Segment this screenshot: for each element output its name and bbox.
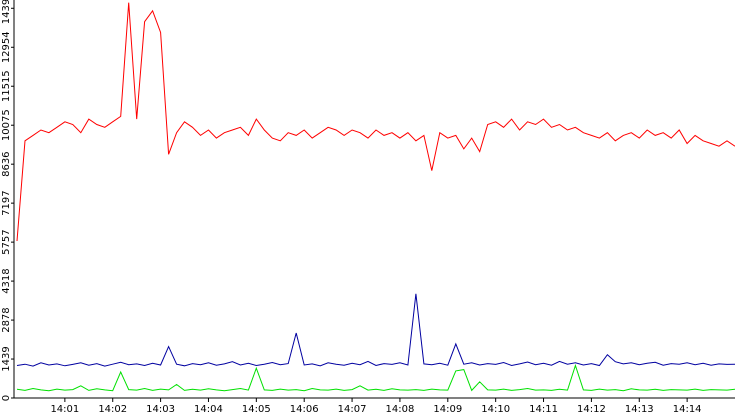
y-tick-label: 5757 (1, 229, 12, 254)
axes (13, 0, 735, 399)
y-tick-label: 14394 (1, 0, 12, 24)
x-tick-label: 14:04 (194, 404, 223, 415)
x-tick-label: 14:05 (242, 404, 271, 415)
y-tick-label: 10075 (1, 109, 12, 141)
x-tick-label: 14:03 (146, 404, 175, 415)
x-tick-label: 14:12 (577, 404, 606, 415)
y-tick-label: 12954 (1, 31, 12, 63)
x-tick-label: 14:11 (529, 404, 558, 415)
y-tick-label: 0 (1, 395, 12, 401)
series-line (16, 2, 735, 242)
y-tick-label: 1439 (1, 346, 12, 371)
x-tick-label: 14:02 (98, 404, 127, 415)
y-tick-label: 7197 (1, 190, 12, 215)
x-tick-label: 14:07 (338, 404, 367, 415)
x-tick-label: 14:09 (433, 404, 462, 415)
x-tick-label: 14:13 (625, 404, 654, 415)
y-tick-label: 8636 (1, 151, 12, 176)
x-tick-label: 14:08 (386, 404, 415, 415)
x-tick-label: 14:01 (50, 404, 79, 415)
x-tick-label: 14:14 (673, 404, 702, 415)
series-line (16, 363, 735, 392)
x-tick-label: 14:10 (481, 404, 510, 415)
y-tick-label: 4318 (1, 268, 12, 293)
series-line (16, 293, 735, 367)
y-tick-label: 2878 (1, 307, 12, 332)
y-tick-label: 11515 (1, 70, 12, 102)
x-tick-label: 14:06 (290, 404, 319, 415)
